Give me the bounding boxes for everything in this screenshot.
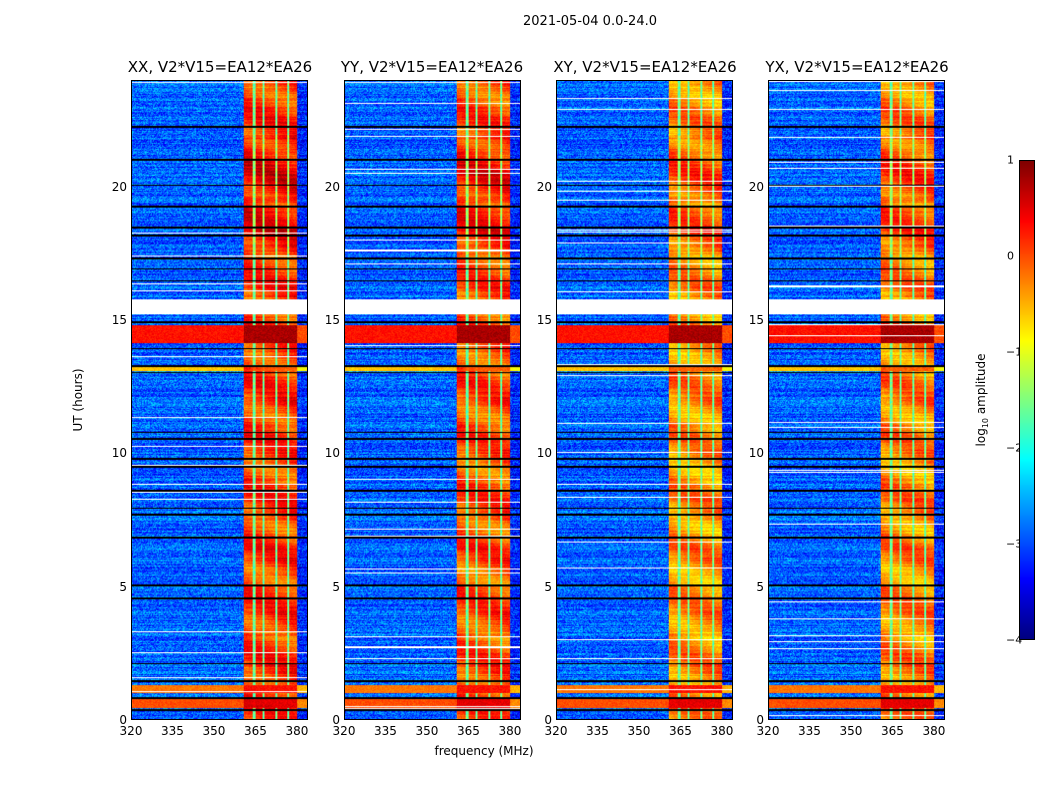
heatmap-xy <box>557 81 732 719</box>
x-tick-label: 380 <box>710 724 734 738</box>
x-tick-label: 350 <box>202 724 226 738</box>
heatmap-panel-xy <box>556 80 733 720</box>
y-tick-label: 0 <box>756 713 764 727</box>
y-tick-label: 5 <box>119 579 127 594</box>
y-tick-label: 15 <box>748 313 764 327</box>
y-tick-label: 15 <box>536 313 552 327</box>
y-tick-label: 20 <box>111 179 127 194</box>
y-tick-label: 5 <box>756 579 764 594</box>
y-tick-label: 20 <box>536 179 552 194</box>
colorbar-label-base: 10 <box>981 417 991 429</box>
colorbar-tick-label: −1 <box>1006 345 1023 359</box>
y-tick-label: 15 <box>111 313 127 327</box>
x-tick-label: 335 <box>161 724 184 738</box>
y-tick-label: 0 <box>544 713 552 727</box>
colorbar-tick-label: −4 <box>1006 633 1023 647</box>
x-axis-label: frequency (MHz) <box>434 744 534 758</box>
x-tick-label: 350 <box>415 724 439 738</box>
colorbar-gradient <box>1020 161 1034 639</box>
heatmap-yy <box>345 81 520 719</box>
x-tick-label: 380 <box>498 724 522 738</box>
y-tick-label: 0 <box>119 713 127 727</box>
y-tick-label: 5 <box>332 579 340 594</box>
x-tick-label: 320 <box>332 724 356 738</box>
x-tick-label: 365 <box>457 724 480 738</box>
panel-title-xy: XY, V2*V15=EA12*EA26 <box>553 58 737 76</box>
x-tick-label: 335 <box>586 724 609 738</box>
x-tick-label: 320 <box>544 724 568 738</box>
x-tick-label: 350 <box>627 724 651 738</box>
y-tick-label: 15 <box>324 313 340 327</box>
x-tick-label: 320 <box>119 724 143 738</box>
x-tick-label: 365 <box>244 724 267 738</box>
heatmap-yx <box>769 81 944 719</box>
heatmap-panel-yy <box>344 80 521 720</box>
colorbar-label-rest: amplitude <box>973 353 988 418</box>
colorbar-tick-label: 0 <box>1007 249 1014 263</box>
y-tick-label: 20 <box>748 179 764 194</box>
y-tick-label: 5 <box>544 579 552 594</box>
x-tick-label: 335 <box>374 724 397 738</box>
colorbar-label-log: log <box>973 428 988 447</box>
x-tick-label: 320 <box>756 724 780 738</box>
panel-title-yy: YY, V2*V15=EA12*EA26 <box>340 58 524 76</box>
heatmap-xx <box>132 81 307 719</box>
heatmap-panel-yx <box>768 80 945 720</box>
x-tick-label: 380 <box>285 724 309 738</box>
y-tick-label: 10 <box>111 446 127 461</box>
figure-suptitle: 2021-05-04 0.0-24.0 <box>523 14 657 29</box>
x-tick-label: 380 <box>922 724 946 738</box>
colorbar-tick-label: 1 <box>1007 153 1014 167</box>
y-axis-label: UT (hours) <box>71 368 85 432</box>
x-tick-label: 350 <box>839 724 863 738</box>
panel-title-yx: YX, V2*V15=EA12*EA26 <box>765 58 949 76</box>
x-tick-label: 365 <box>881 724 904 738</box>
heatmap-panel-xx <box>131 80 308 720</box>
y-tick-label: 10 <box>324 446 340 461</box>
x-tick-label: 335 <box>798 724 821 738</box>
y-tick-label: 0 <box>332 713 340 727</box>
y-tick-label: 20 <box>324 179 340 194</box>
colorbar-label: log10 amplitude <box>974 354 990 447</box>
colorbar <box>1019 160 1035 640</box>
colorbar-tick-label: −3 <box>1006 537 1023 551</box>
y-tick-label: 10 <box>536 446 552 461</box>
colorbar-tick-label: −2 <box>1006 441 1023 455</box>
x-tick-label: 365 <box>669 724 692 738</box>
y-tick-label: 10 <box>748 446 764 461</box>
panel-title-xx: XX, V2*V15=EA12*EA26 <box>127 58 313 76</box>
